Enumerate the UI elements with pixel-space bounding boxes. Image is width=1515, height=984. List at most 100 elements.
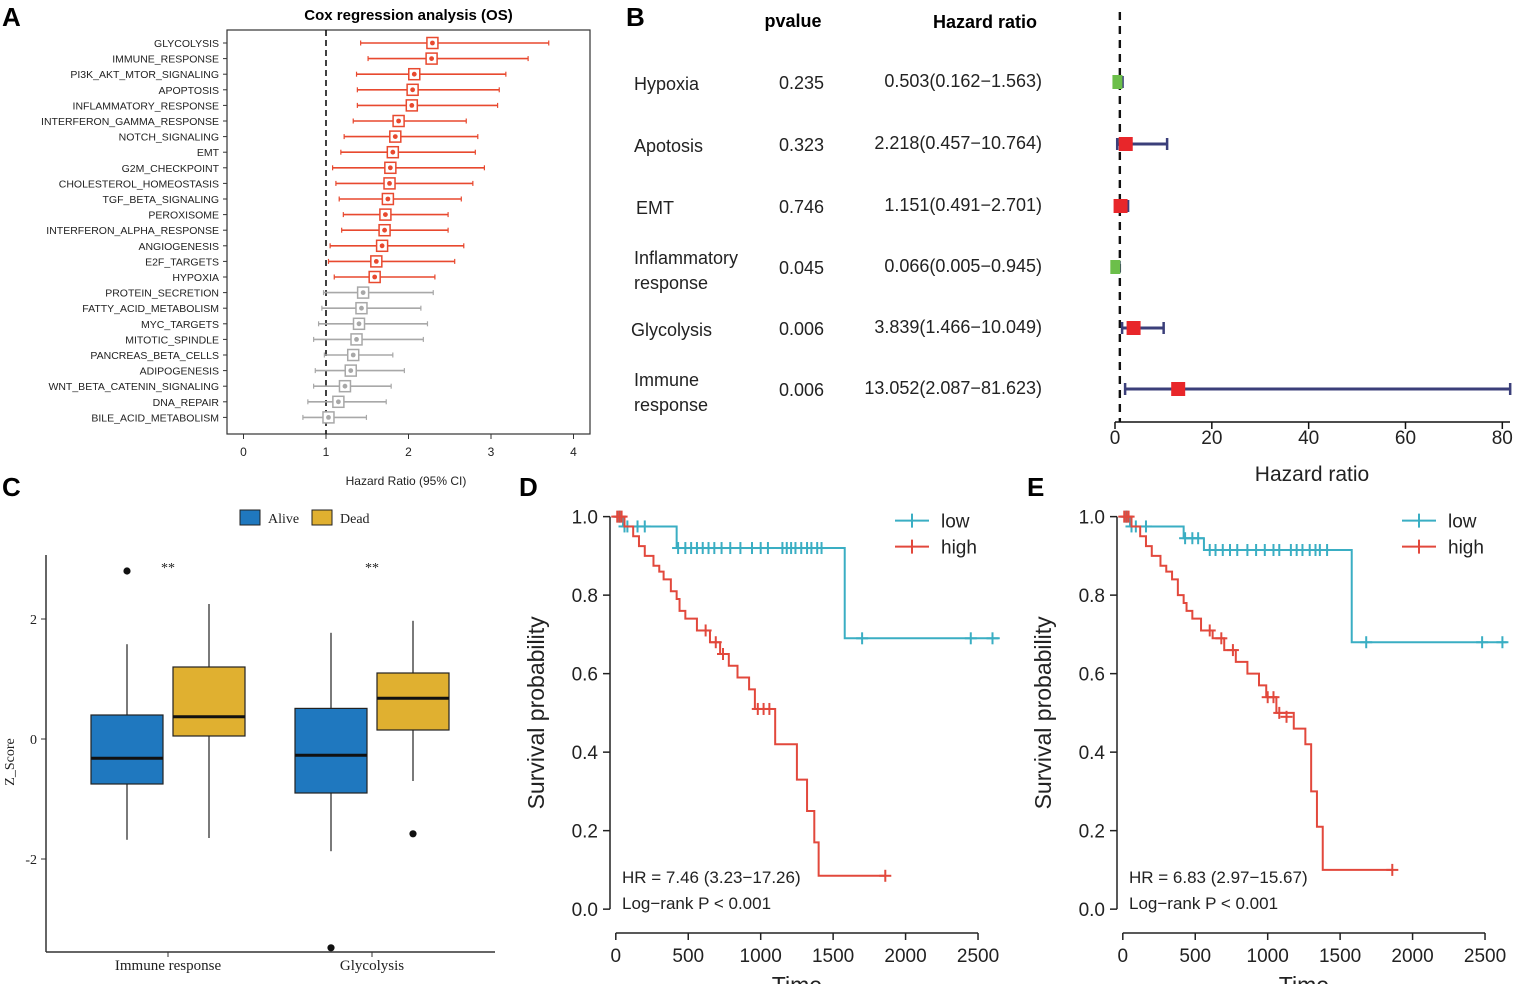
km-ytick-label: 0.6 <box>572 665 598 686</box>
panel-a-forest-plot: Cox regression analysis (OS) 0 1 2 3 4 Hazard … <box>41 7 591 488</box>
panel-label-d: D <box>519 472 538 502</box>
forest-a-row-label: HYPOXIA <box>172 272 219 284</box>
forest-a-xlabel: Hazard Ratio (95% CI) <box>346 474 467 488</box>
forest-a-row-label: IMMUNE_RESPONSE <box>112 54 219 66</box>
panel-c-boxplot: -2 0 2 Z_Score Alive Dead Immune response ** Gly… <box>3 509 495 974</box>
forest-a-hr-point <box>326 415 331 420</box>
forest-b-hr-box <box>1110 260 1121 274</box>
box-c-ytick-label: 2 <box>30 613 37 628</box>
forest-a-hr-point <box>379 243 385 249</box>
km-xtick-label: 2500 <box>957 946 999 967</box>
km-xtick-label: 1000 <box>740 946 782 967</box>
km-xtick-label: 500 <box>1179 946 1211 967</box>
panel-d-km-plot: 0.0 0.2 0.4 0.6 0.8 1.0 0 500 1000 1500 2000 2500 Ti… <box>523 508 1000 984</box>
forest-a-row-label: PROTEIN_SECRETION <box>105 288 219 300</box>
box-c-outlier <box>327 944 335 952</box>
forest-a-hr-point <box>396 118 401 124</box>
forest-a-row-label: MYC_TARGETS <box>141 319 219 331</box>
km-annotation-hr: HR = 7.46 (3.23−17.26) <box>622 868 801 887</box>
km-legend-label: high <box>941 538 977 559</box>
forest-a-row-label: INFLAMMATORY_RESPONSE <box>73 100 219 112</box>
km-ytick-label: 0.2 <box>572 822 598 843</box>
forest-a-row-label: APOPTOSIS <box>159 85 220 97</box>
panel-label-c: C <box>2 472 21 502</box>
forest-b-row-label: Apotosis <box>634 136 703 156</box>
panel-b-forest-plot: pvalue Hazard ratio 0 20 40 60 80 Hazard ratio H… <box>631 11 1513 486</box>
forest-b-pvalue: 0.006 <box>779 319 824 339</box>
forest-a-hr-point <box>335 399 341 405</box>
forest-a-row-label: INTERFERON_GAMMA_RESPONSE <box>41 116 219 128</box>
km-xlabel: Time <box>772 972 822 984</box>
box-c-group-label: Glycolysis <box>340 958 404 974</box>
km-xtick-label: 0 <box>611 946 622 967</box>
forest-b-xtick-label: 0 <box>1110 428 1121 449</box>
box-c-group-label: Immune response <box>115 958 222 974</box>
box-c-box <box>90 714 164 785</box>
forest-b-hr-text: 0.503(0.162−1.563) <box>884 71 1042 91</box>
forest-a-hr-point <box>356 321 362 327</box>
km-ytick-label: 0.6 <box>1079 665 1105 686</box>
panel-label-b: B <box>626 2 645 32</box>
forest-a-row-label: PI3K_AKT_MTOR_SIGNALING <box>70 69 219 81</box>
km-ytick-label: 0.8 <box>572 586 598 607</box>
forest-a-row-label: E2F_TARGETS <box>145 256 219 268</box>
forest-a-hr-point <box>360 290 366 295</box>
km-curve-high <box>615 515 886 877</box>
km-annotation-logrank: Log−rank P < 0.001 <box>1129 894 1278 913</box>
km-ylabel: Survival probability <box>523 616 549 810</box>
box-c-outlier <box>409 830 417 838</box>
box-c-ytick-label: 0 <box>30 733 37 748</box>
forest-a-hr-point <box>354 337 359 342</box>
forest-b-hr-box <box>1118 137 1133 151</box>
forest-b-xtick-label: 40 <box>1298 428 1319 449</box>
forest-b-pvalue: 0.006 <box>779 380 824 400</box>
km-xtick-label: 1500 <box>1319 946 1361 967</box>
forest-b-row-label: EMT <box>636 198 674 218</box>
forest-a-row-label: PEROXISOME <box>148 210 219 222</box>
forest-a-row-label: EMT <box>197 147 220 159</box>
panel-label-e: E <box>1027 472 1044 502</box>
box-c-legend-label: Alive <box>268 512 299 527</box>
forest-b-hr-box <box>1113 199 1128 213</box>
forest-a-hr-point <box>409 103 415 108</box>
forest-a-row-label: CHOLESTEROL_HOMEOSTASIS <box>59 178 219 190</box>
forest-a-xtick-label: 2 <box>405 445 412 459</box>
forest-b-hr-box <box>1171 382 1186 396</box>
forest-a-row-label: MITOTIC_SPINDLE <box>125 334 219 346</box>
forest-b-hr-box <box>1126 321 1141 335</box>
km-xlabel: Time <box>1279 972 1329 984</box>
box-c-legend-swatch <box>311 509 333 526</box>
km-ytick-label: 0.2 <box>1079 822 1105 843</box>
km-xtick-label: 2000 <box>1391 946 1433 967</box>
km-annotation-hr: HR = 6.83 (2.97−15.67) <box>1129 868 1308 887</box>
forest-a-hr-point <box>342 383 348 389</box>
km-xtick-label: 2000 <box>884 946 926 967</box>
forest-b-hr-text: 1.151(0.491−2.701) <box>884 195 1042 215</box>
forest-b-row-label: Immune <box>634 370 699 390</box>
box-c-ylabel: Z_Score <box>3 738 18 785</box>
forest-a-xtick-label: 3 <box>488 445 495 459</box>
km-ytick-label: 1.0 <box>1079 508 1105 529</box>
forest-b-hr-box <box>1112 75 1123 89</box>
forest-a-row-label: FATTY_ACID_METABOLISM <box>82 303 219 315</box>
box-c-legend-swatch <box>239 509 261 526</box>
forest-b-xtick-label: 60 <box>1395 428 1416 449</box>
km-ytick-label: 0.8 <box>1079 586 1105 607</box>
box-c-significance: ** <box>365 561 379 576</box>
forest-a-hr-point <box>390 149 396 155</box>
forest-a-hr-point <box>411 71 417 77</box>
km-curve-low <box>615 515 1000 640</box>
forest-a-xtick-label: 4 <box>570 445 577 459</box>
forest-a-hr-point <box>383 212 388 218</box>
forest-b-row-label: Inflammatory <box>634 248 738 268</box>
panel-label-a: A <box>2 2 21 32</box>
forest-a-hr-point <box>385 196 391 202</box>
forest-b-xlabel: Hazard ratio <box>1255 463 1369 486</box>
forest-a-title: Cox regression analysis (OS) <box>304 7 512 24</box>
km-xtick-label: 1500 <box>812 946 854 967</box>
forest-a-xtick-label: 0 <box>240 445 247 459</box>
forest-b-pvalue: 0.235 <box>779 73 824 93</box>
km-ytick-label: 0.0 <box>572 900 598 921</box>
box-c-significance: ** <box>161 561 175 576</box>
